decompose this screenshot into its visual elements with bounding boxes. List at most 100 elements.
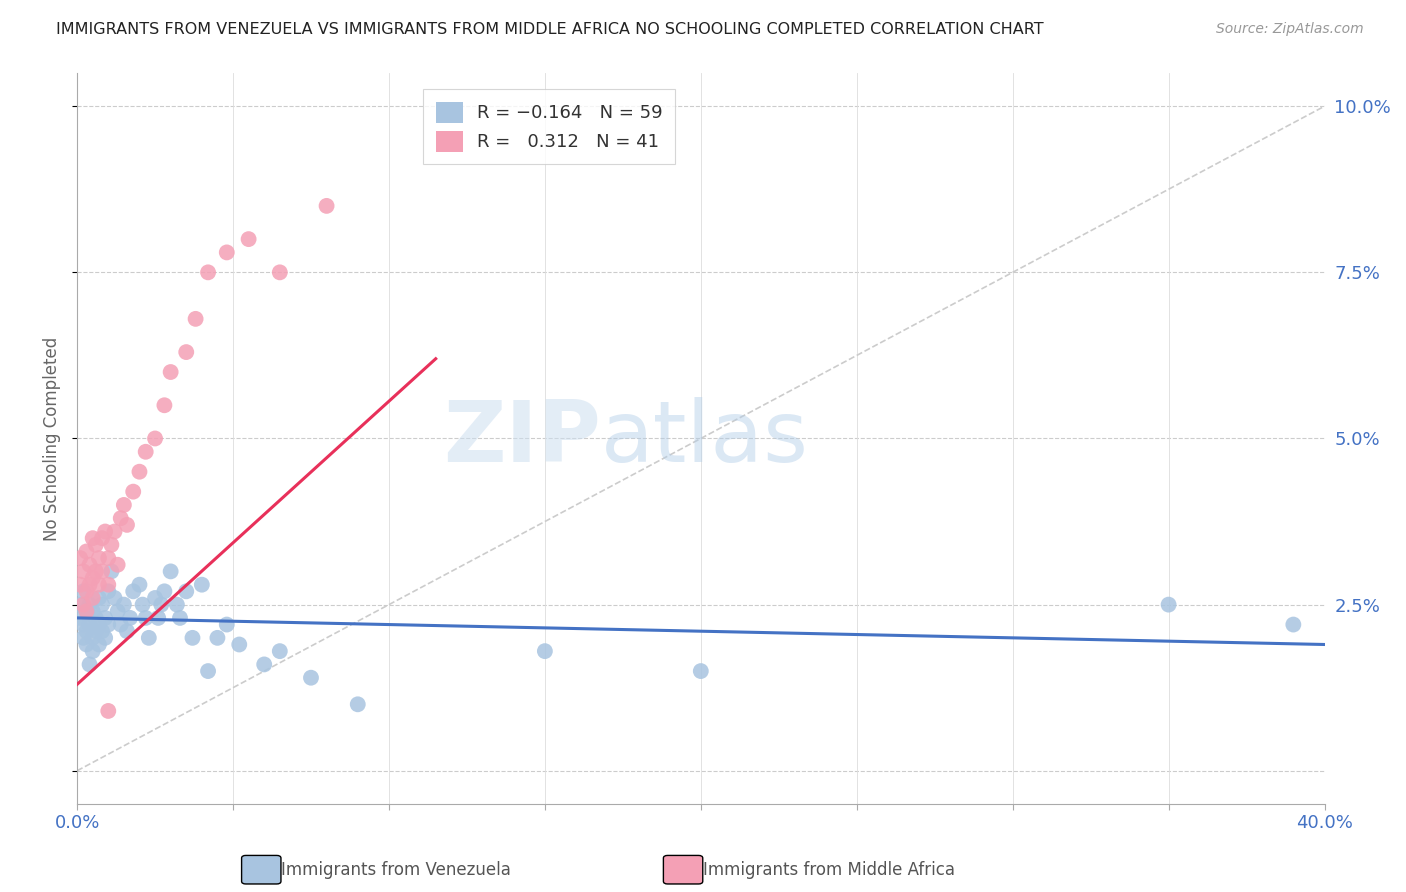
Point xyxy=(69,598,91,612)
Point xyxy=(79,657,101,672)
Point xyxy=(72,617,94,632)
Point xyxy=(269,265,291,279)
Point xyxy=(82,644,104,658)
Point xyxy=(72,598,94,612)
Point xyxy=(87,577,110,591)
Point xyxy=(159,565,181,579)
Point xyxy=(131,598,153,612)
Point xyxy=(97,617,120,632)
Point xyxy=(128,465,150,479)
Point xyxy=(166,598,188,612)
Text: Immigrants from Middle Africa: Immigrants from Middle Africa xyxy=(703,861,955,879)
Point xyxy=(197,664,219,678)
Point xyxy=(87,617,110,632)
Point xyxy=(75,638,97,652)
Point xyxy=(1157,598,1180,612)
Text: ZIP: ZIP xyxy=(443,397,600,480)
Point xyxy=(215,617,238,632)
Text: Source: ZipAtlas.com: Source: ZipAtlas.com xyxy=(1216,22,1364,37)
Point xyxy=(107,604,129,618)
Point xyxy=(97,577,120,591)
Text: IMMIGRANTS FROM VENEZUELA VS IMMIGRANTS FROM MIDDLE AFRICA NO SCHOOLING COMPLETE: IMMIGRANTS FROM VENEZUELA VS IMMIGRANTS … xyxy=(56,22,1043,37)
Point xyxy=(91,531,114,545)
Point xyxy=(269,644,291,658)
Point xyxy=(103,591,125,605)
Point xyxy=(97,551,120,566)
Point xyxy=(79,598,101,612)
Point xyxy=(72,631,94,645)
Point xyxy=(103,524,125,539)
Point xyxy=(82,571,104,585)
Point xyxy=(169,611,191,625)
Point xyxy=(184,311,207,326)
Point xyxy=(112,498,135,512)
Point xyxy=(128,577,150,591)
Point xyxy=(94,524,117,539)
Point xyxy=(84,611,107,625)
Point xyxy=(75,584,97,599)
Point xyxy=(112,598,135,612)
Point xyxy=(534,644,557,658)
Point xyxy=(69,551,91,566)
Point xyxy=(115,517,138,532)
Point xyxy=(299,671,322,685)
Point xyxy=(91,624,114,639)
Point xyxy=(94,631,117,645)
Point xyxy=(82,531,104,545)
Point xyxy=(100,538,122,552)
Text: Immigrants from Venezuela: Immigrants from Venezuela xyxy=(281,861,510,879)
Point xyxy=(69,611,91,625)
Point xyxy=(97,584,120,599)
Point xyxy=(1282,617,1305,632)
Point xyxy=(135,611,157,625)
Point xyxy=(150,598,173,612)
Point xyxy=(143,432,166,446)
Point xyxy=(215,245,238,260)
Point xyxy=(82,604,104,618)
Point xyxy=(72,565,94,579)
Point xyxy=(110,511,132,525)
Point xyxy=(197,265,219,279)
Point xyxy=(107,558,129,572)
Point xyxy=(72,584,94,599)
Point xyxy=(238,232,260,246)
Point xyxy=(100,565,122,579)
Point xyxy=(315,199,337,213)
Point xyxy=(122,484,145,499)
Point xyxy=(84,538,107,552)
Point xyxy=(689,664,711,678)
Point xyxy=(82,631,104,645)
Legend: R = −0.164   N = 59, R =   0.312   N = 41: R = −0.164 N = 59, R = 0.312 N = 41 xyxy=(423,89,675,164)
Point xyxy=(84,624,107,639)
Point xyxy=(91,598,114,612)
Point xyxy=(69,577,91,591)
Point xyxy=(174,345,197,359)
Y-axis label: No Schooling Completed: No Schooling Completed xyxy=(44,336,60,541)
Text: atlas: atlas xyxy=(600,397,808,480)
Point xyxy=(159,365,181,379)
Point xyxy=(87,551,110,566)
Point xyxy=(79,577,101,591)
Point xyxy=(148,611,170,625)
Point xyxy=(207,631,229,645)
Point xyxy=(181,631,204,645)
Point xyxy=(94,611,117,625)
Point xyxy=(91,565,114,579)
Point xyxy=(191,577,214,591)
Point xyxy=(174,584,197,599)
Point xyxy=(75,604,97,618)
Point xyxy=(122,584,145,599)
Point xyxy=(143,591,166,605)
Point xyxy=(346,698,368,712)
Point xyxy=(138,631,160,645)
Point xyxy=(87,591,110,605)
Point xyxy=(110,617,132,632)
Point xyxy=(115,624,138,639)
Point xyxy=(135,444,157,458)
Point xyxy=(97,704,120,718)
Point xyxy=(75,544,97,558)
Point xyxy=(82,591,104,605)
Point xyxy=(87,638,110,652)
Point xyxy=(120,611,142,625)
Point xyxy=(79,558,101,572)
